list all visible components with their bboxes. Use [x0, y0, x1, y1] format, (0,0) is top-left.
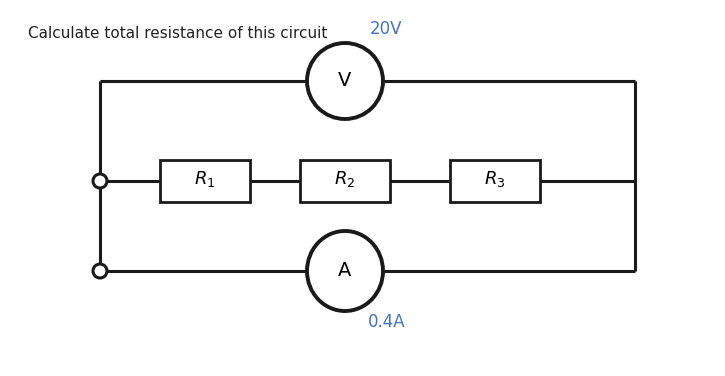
Text: Calculate total resistance of this circuit: Calculate total resistance of this circu…: [28, 26, 328, 41]
FancyBboxPatch shape: [300, 160, 390, 202]
Text: V: V: [339, 71, 352, 91]
Text: $R_{3}$: $R_{3}$: [484, 169, 506, 189]
Ellipse shape: [93, 174, 107, 188]
Ellipse shape: [93, 264, 107, 278]
Text: A: A: [339, 261, 352, 280]
Ellipse shape: [307, 43, 383, 119]
FancyBboxPatch shape: [450, 160, 540, 202]
Text: $R_{2}$: $R_{2}$: [334, 169, 356, 189]
Ellipse shape: [307, 231, 383, 311]
Text: 0.4A: 0.4A: [368, 313, 405, 331]
Text: $R_{1}$: $R_{1}$: [194, 169, 216, 189]
FancyBboxPatch shape: [160, 160, 250, 202]
Text: 20V: 20V: [370, 20, 402, 38]
